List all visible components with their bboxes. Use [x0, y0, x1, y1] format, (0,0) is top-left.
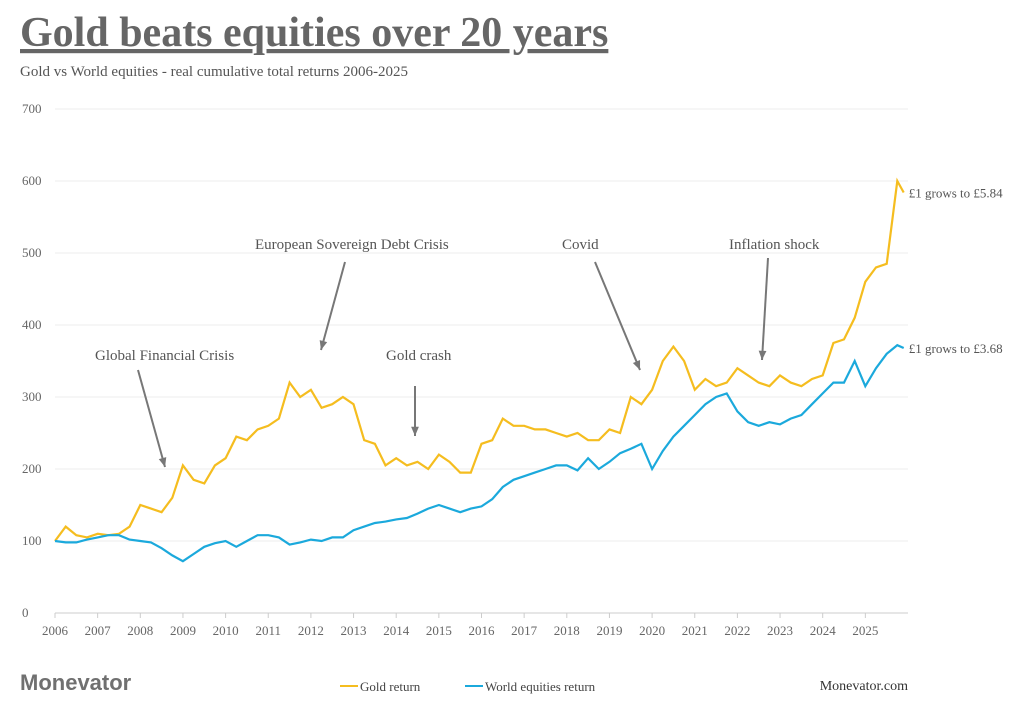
x-tick-label: 2015	[426, 623, 452, 638]
legend-label: Gold return	[360, 679, 421, 694]
x-tick-label: 2009	[170, 623, 196, 638]
x-tick-label: 2018	[554, 623, 580, 638]
series-line	[54, 177, 905, 542]
x-tick-label: 2019	[596, 623, 622, 638]
y-tick-label: 600	[22, 173, 42, 188]
y-tick-label: 100	[22, 533, 42, 548]
x-tick-label: 2023	[767, 623, 793, 638]
annotation: European Sovereign Debt Crisis	[255, 237, 449, 253]
x-tick-label: 2012	[298, 623, 324, 638]
arrow-head	[758, 350, 767, 360]
legend-label: World equities return	[485, 679, 596, 694]
brand: Monevator	[20, 670, 132, 695]
annotation-arrow	[761, 257, 769, 361]
chart-subtitle: Gold vs World equities - real cumulative…	[20, 64, 408, 80]
x-tick-label: 2017	[511, 623, 538, 638]
y-tick-label: 500	[22, 245, 42, 260]
x-tick-label: 2024	[810, 623, 837, 638]
end-label: £1 grows to £3.68	[909, 341, 1003, 356]
annotation: Global Financial Crisis	[95, 348, 234, 364]
x-tick-label: 2020	[639, 623, 665, 638]
x-tick-label: 2022	[724, 623, 750, 638]
x-tick-label: 2010	[213, 623, 239, 638]
end-label: £1 grows to £5.84	[909, 186, 1003, 201]
series-line	[54, 343, 905, 563]
x-tick-label: 2011	[255, 623, 281, 638]
x-tick-label: 2021	[682, 623, 708, 638]
x-tick-label: 2016	[469, 623, 496, 638]
y-tick-label: 700	[22, 101, 42, 116]
annotation: Covid	[562, 237, 599, 253]
arrow-head	[411, 426, 419, 436]
annotation-arrow	[320, 261, 346, 351]
x-tick-label: 2025	[852, 623, 878, 638]
arrow-head	[158, 457, 167, 467]
annotation: Gold crash	[386, 348, 452, 364]
annotation-arrow	[594, 261, 641, 371]
y-tick-label: 200	[22, 461, 42, 476]
y-tick-label: 400	[22, 317, 42, 332]
annotation: Inflation shock	[729, 237, 820, 253]
annotation-arrow	[137, 369, 166, 468]
y-tick-label: 0	[22, 605, 29, 620]
y-tick-label: 300	[22, 389, 42, 404]
x-tick-label: 2007	[85, 623, 112, 638]
chart-title: Gold beats equities over 20 years	[20, 10, 608, 56]
arrow-head	[319, 340, 328, 350]
arrow-head	[632, 360, 641, 370]
x-tick-label: 2006	[42, 623, 69, 638]
x-tick-label: 2014	[383, 623, 410, 638]
x-tick-label: 2013	[341, 623, 367, 638]
x-tick-label: 2008	[127, 623, 153, 638]
source: Monevator.com	[820, 679, 908, 694]
